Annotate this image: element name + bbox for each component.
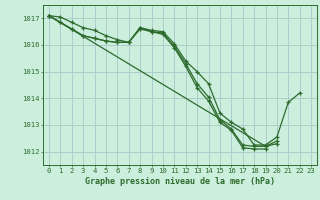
X-axis label: Graphe pression niveau de la mer (hPa): Graphe pression niveau de la mer (hPa) — [85, 177, 275, 186]
